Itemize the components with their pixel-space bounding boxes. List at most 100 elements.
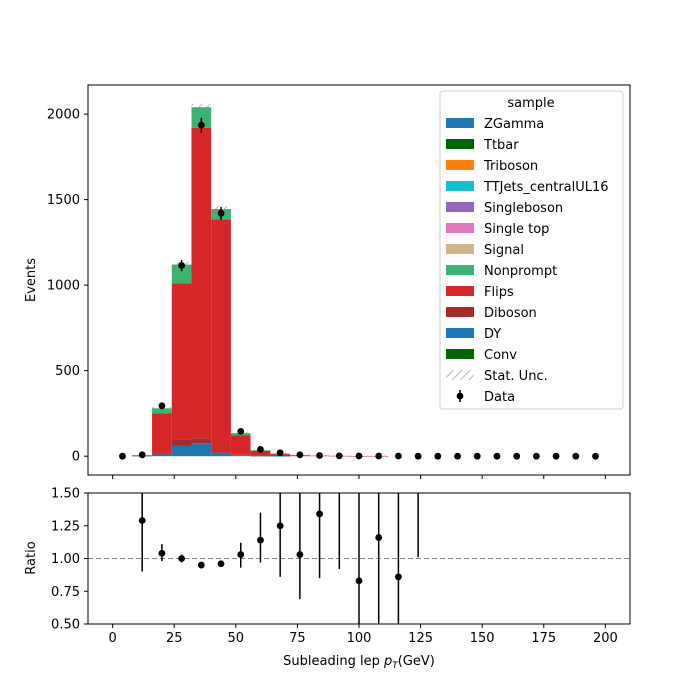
bar-diboson <box>171 439 192 446</box>
bar-diboson <box>250 455 271 457</box>
data-point <box>138 451 146 459</box>
ratio-point <box>217 560 225 568</box>
x-tick-label: 75 <box>289 631 306 646</box>
legend-label: Stat. Unc. <box>484 369 548 384</box>
data-point <box>335 452 343 460</box>
bar-dy <box>230 455 251 457</box>
legend-label: Flips <box>484 285 514 300</box>
x-tick-label: 100 <box>347 631 372 646</box>
data-point <box>434 452 442 460</box>
data-point <box>414 452 422 460</box>
legend-swatch <box>446 244 474 254</box>
legend: sample ZGamma Ttbar Triboson TTJets_central… <box>439 90 624 410</box>
legend-label: DY <box>484 327 501 342</box>
bar-dy <box>211 452 231 457</box>
data-point <box>158 402 166 410</box>
y-ticks: 0 500 1000 1500 2000 <box>47 108 88 465</box>
bar-flips <box>171 283 192 440</box>
ratio-panel: 0.50 0.75 1.00 1.25 1.50 0 25 50 75 100 125 150 175… <box>24 487 631 671</box>
legend-label: Diboson <box>484 306 537 321</box>
y-tick-label: 500 <box>55 364 80 379</box>
data-point <box>395 452 402 460</box>
legend-swatch <box>446 160 474 170</box>
legend-swatch <box>446 223 474 233</box>
bar-diboson <box>211 451 231 453</box>
stacked-bars <box>132 107 389 457</box>
x-tick-label: 150 <box>470 631 495 646</box>
main-panel: 0 500 1000 1500 2000 Events <box>24 84 631 479</box>
legend-marker-point <box>456 392 464 400</box>
x-tick-label: 200 <box>593 631 618 646</box>
bar-flips <box>152 413 172 454</box>
ratio-y-tick-label: 1.50 <box>51 487 80 502</box>
x-axis-label: Subleading lep pT(GeV) <box>283 654 435 671</box>
legend-swatch-hatch <box>446 370 474 380</box>
ratio-point <box>158 549 166 557</box>
ratio-point <box>395 573 402 581</box>
x-axis-label-unit: (GeV) <box>398 654 435 669</box>
y-tick-label: 1500 <box>47 193 80 208</box>
ratio-point <box>138 517 146 524</box>
data-points <box>119 117 599 460</box>
legend-label: Nonprompt <box>484 264 557 279</box>
legend-swatch <box>446 328 474 338</box>
ratio-y-ticks: 0.50 0.75 1.00 1.25 1.50 <box>51 487 88 633</box>
x-ticks: 0 25 50 75 100 125 150 175 200 <box>108 624 618 646</box>
data-point <box>217 209 225 217</box>
bar-nonprompt <box>152 408 172 414</box>
legend-label: Ttbar <box>483 138 519 153</box>
ratio-y-axis-label: Ratio <box>24 541 39 574</box>
data-point <box>316 452 323 459</box>
legend-label: Signal <box>484 243 524 258</box>
legend-label: Data <box>484 390 515 405</box>
x-tick-label: 125 <box>408 631 433 646</box>
data-point <box>237 427 245 435</box>
data-point <box>513 452 521 460</box>
legend-frame <box>439 90 624 410</box>
data-point <box>355 452 363 460</box>
data-point <box>178 262 186 269</box>
legend-label: Conv <box>484 348 517 363</box>
x-tick-label: 25 <box>166 631 183 646</box>
x-axis-label-symbol: p <box>383 654 392 669</box>
legend-items: ZGamma Ttbar Triboson TTJets_centralUL16 Sin… <box>446 117 609 405</box>
ratio-point <box>237 551 245 558</box>
data-point <box>276 449 284 457</box>
bar-diboson <box>191 438 212 444</box>
data-point <box>296 451 304 459</box>
legend-swatch <box>446 265 474 275</box>
x-axis-label-text: Subleading lep <box>283 654 380 669</box>
data-point <box>119 452 126 460</box>
bar-diboson <box>152 453 172 455</box>
y-tick-label: 2000 <box>47 108 80 123</box>
legend-swatch <box>446 181 474 191</box>
data-point <box>572 452 580 460</box>
data-point <box>473 452 481 460</box>
ratio-point <box>257 536 264 544</box>
legend-label: Single top <box>484 222 549 237</box>
bar-flips <box>230 435 251 455</box>
ratio-point <box>276 522 284 530</box>
ratio-y-tick-label: 1.00 <box>51 552 80 567</box>
x-ticks-main <box>112 475 606 479</box>
bar-diboson <box>230 454 251 456</box>
bar-nonprompt <box>191 107 212 128</box>
data-point <box>454 452 461 460</box>
legend-label: Singleboson <box>484 201 563 216</box>
legend-swatch <box>446 349 474 359</box>
legend-swatch <box>446 307 474 317</box>
bar-flips <box>211 219 231 452</box>
data-point <box>197 121 205 129</box>
y-tick-label: 0 <box>72 450 80 465</box>
bar-dy <box>191 443 212 457</box>
data-point <box>375 452 383 460</box>
data-point <box>552 452 560 460</box>
ratio-y-tick-label: 0.50 <box>51 618 80 633</box>
data-point <box>592 452 599 460</box>
x-axis-label-subscript: T <box>392 661 399 671</box>
legend-label: ZGamma <box>484 117 544 132</box>
bar-flips <box>191 127 212 439</box>
legend-label: Triboson <box>483 159 538 174</box>
x-tick-label: 0 <box>108 631 116 646</box>
